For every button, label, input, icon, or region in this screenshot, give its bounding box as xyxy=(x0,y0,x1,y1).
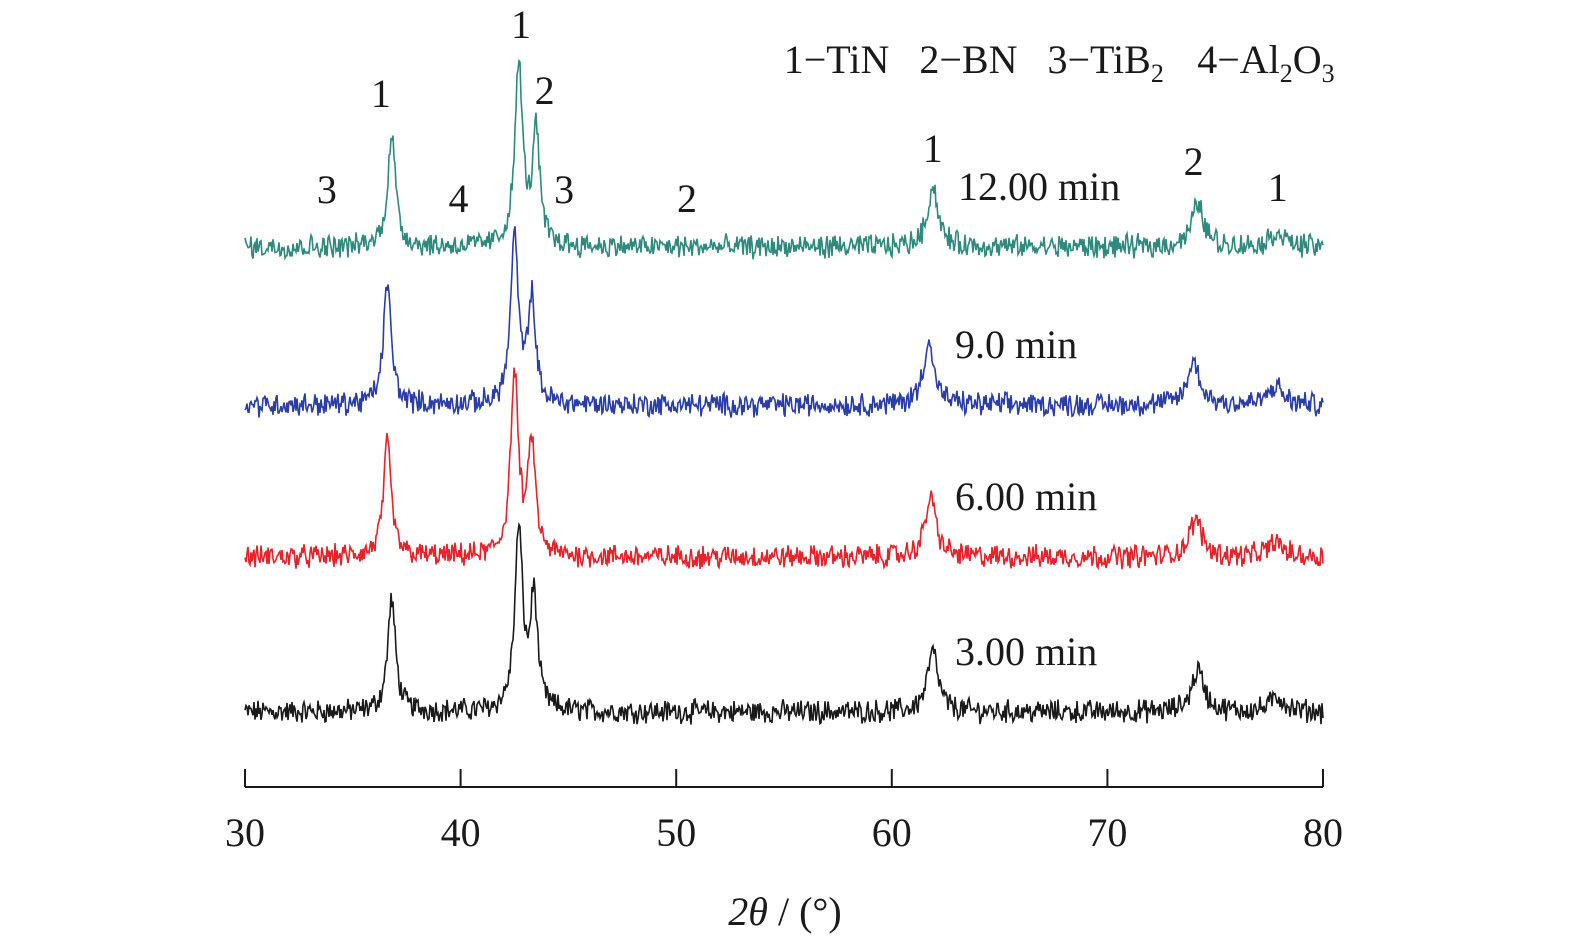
x-tick-label: 30 xyxy=(225,810,265,855)
series-label: 6.00 min xyxy=(955,474,1097,519)
series-line-9-0-min xyxy=(244,226,1324,419)
legend-entry: 3−TiB xyxy=(1017,37,1150,82)
legend-subscript: 2 xyxy=(1151,59,1164,88)
peak-index-label: 4 xyxy=(448,176,468,221)
curve-labels-layer: 3.00 min 6.00 min 9.0 min 12.00 min xyxy=(955,164,1120,674)
series-line-12-00-min xyxy=(244,58,1324,261)
curves-layer xyxy=(244,58,1324,726)
peak-index-label: 1 xyxy=(1268,165,1288,210)
legend-entry: 4−Al xyxy=(1167,37,1280,82)
x-axis: 30 40 50 60 70 80 xyxy=(225,769,1343,855)
peak-index-label: 3 xyxy=(317,167,337,212)
x-tick-label: 60 xyxy=(872,810,912,855)
peak-index-label: 2 xyxy=(535,68,555,113)
series-label: 9.0 min xyxy=(955,322,1077,367)
peak-index-label: 3 xyxy=(554,167,574,212)
legend-subscript: 2 xyxy=(1280,59,1293,88)
x-axis-symbol: 2θ xyxy=(728,889,768,934)
x-tick-label: 80 xyxy=(1303,810,1343,855)
series-line-6-00-min xyxy=(244,367,1324,571)
x-axis-title: 2θ / (°) xyxy=(728,889,841,934)
series-label: 12.00 min xyxy=(958,164,1120,209)
legend-entry: 2−BN xyxy=(889,37,1017,82)
legend: 1−TiN 2−BN 3−TiB2 4−Al2O3 xyxy=(784,37,1338,88)
x-tick-label: 40 xyxy=(441,810,481,855)
series-label: 3.00 min xyxy=(955,629,1097,674)
x-axis-unit: / (°) xyxy=(768,889,842,934)
x-tick-label: 70 xyxy=(1087,810,1127,855)
x-tick-label: 50 xyxy=(656,810,696,855)
series-line-3-00-min xyxy=(244,521,1324,726)
legend-entry: 1−TiN xyxy=(784,37,890,82)
legend-subscript: 3 xyxy=(1322,59,1335,88)
peak-index-label: 2 xyxy=(677,176,697,221)
peak-index-label: 1 xyxy=(371,71,391,116)
legend-part xyxy=(1335,37,1338,82)
legend-entry-tail: O xyxy=(1293,37,1322,82)
peak-index-label: 1 xyxy=(511,2,531,47)
peak-index-label: 2 xyxy=(1184,139,1204,184)
peak-index-label: 1 xyxy=(923,126,943,171)
